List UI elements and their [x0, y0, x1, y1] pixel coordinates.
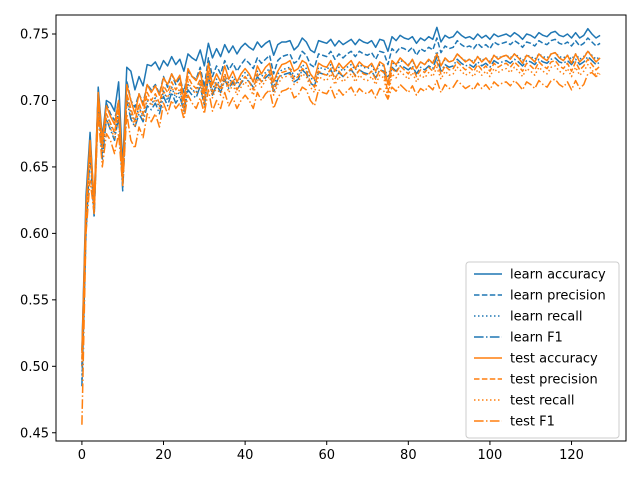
legend-label: learn accuracy [510, 268, 606, 283]
y-tick-label: 0.55 [20, 293, 49, 308]
y-axis: 0.45 0.50 0.55 0.60 0.65 0.70 0.75 [20, 28, 56, 441]
legend-label: learn recall [510, 310, 582, 325]
legend-label: test F1 [510, 415, 555, 430]
x-tick-label: 80 [400, 448, 417, 463]
y-tick-label: 0.75 [20, 28, 49, 43]
series-line-test-recall [81, 63, 601, 367]
series-line-test-precision [81, 58, 601, 360]
y-tick-label: 0.45 [20, 426, 49, 441]
series-line-test-accuracy [81, 50, 601, 354]
x-tick-label: 20 [155, 448, 172, 463]
y-tick-label: 0.60 [20, 227, 49, 242]
y-tick-label: 0.70 [20, 94, 49, 109]
x-tick-label: 40 [237, 448, 254, 463]
y-tick-label: 0.65 [20, 160, 49, 175]
x-axis: 0 20 40 60 80 100 120 [78, 441, 584, 463]
legend-label: learn F1 [510, 331, 563, 346]
legend-label: test accuracy [510, 352, 598, 367]
plot-frame [55, 14, 627, 442]
series-layer [81, 26, 601, 425]
x-tick-label: 120 [559, 448, 584, 463]
legend-box [465, 261, 620, 439]
x-tick-label: 60 [318, 448, 335, 463]
series-line-learn-accuracy [81, 26, 601, 351]
y-tick-label: 0.50 [20, 360, 49, 375]
series-line-test-f1 [81, 71, 601, 425]
legend-label: test recall [510, 394, 575, 409]
x-tick-label: 100 [478, 448, 503, 463]
legend-label: learn precision [510, 289, 606, 304]
legend-label: test precision [510, 373, 598, 388]
legend: learn accuracy learn precision learn recal… [465, 261, 620, 439]
x-tick-label: 0 [78, 448, 86, 463]
